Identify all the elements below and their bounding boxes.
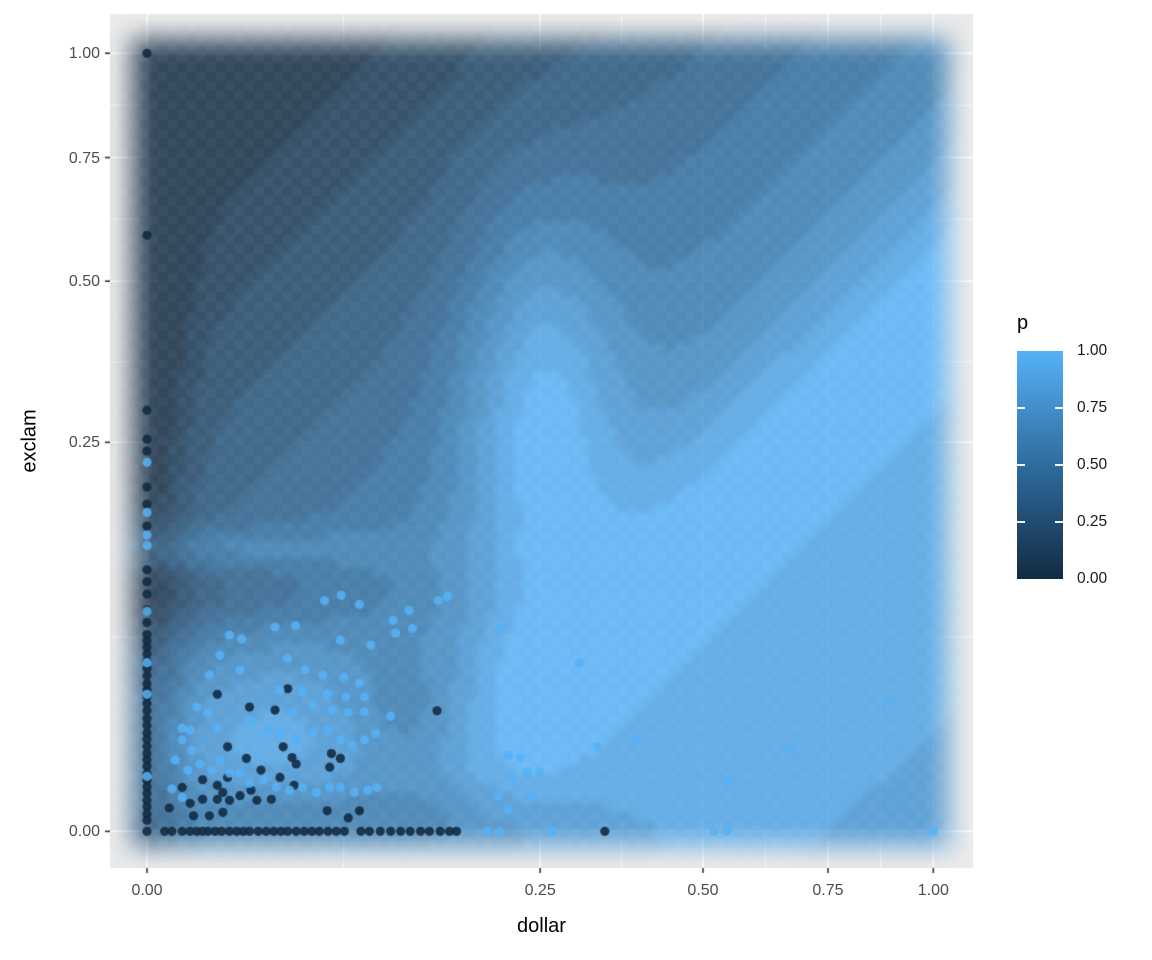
legend-tick-mark [1055,464,1063,466]
legend-tick-mark [1017,521,1025,523]
x-tick-label-0.50: 0.50 [687,882,719,899]
x-tick-label-1.00: 1.00 [917,882,949,899]
x-axis-title: dollar [517,915,566,937]
x-tick-label-0.75: 0.75 [812,882,844,899]
x-tick-label-0.25: 0.25 [524,882,556,899]
y-tick-label-0.50: 0.50 [68,273,100,291]
y-axis-title: exclam [18,409,41,473]
y-tick-label-1.00: 1.00 [68,45,100,63]
y-tick-label-0.00: 0.00 [68,823,100,841]
legend-tick-mark [1017,407,1025,409]
legend-label-1.00: 1.00 [1077,342,1108,359]
legend-label-0.00: 0.00 [1077,570,1108,587]
legend-label-0.25: 0.25 [1077,513,1108,530]
y-tick-label-0.25: 0.25 [68,434,100,452]
x-tick-label-0.00: 0.00 [131,882,163,899]
legend-title: p [1017,312,1029,334]
legend-tick-mark [1055,521,1063,523]
y-tick-label-0.75: 0.75 [68,149,100,167]
legend-label-0.75: 0.75 [1077,399,1108,416]
legend-tick-mark [1055,407,1063,409]
legend-label-0.50: 0.50 [1077,456,1108,473]
legend-tick-mark [1017,464,1025,466]
